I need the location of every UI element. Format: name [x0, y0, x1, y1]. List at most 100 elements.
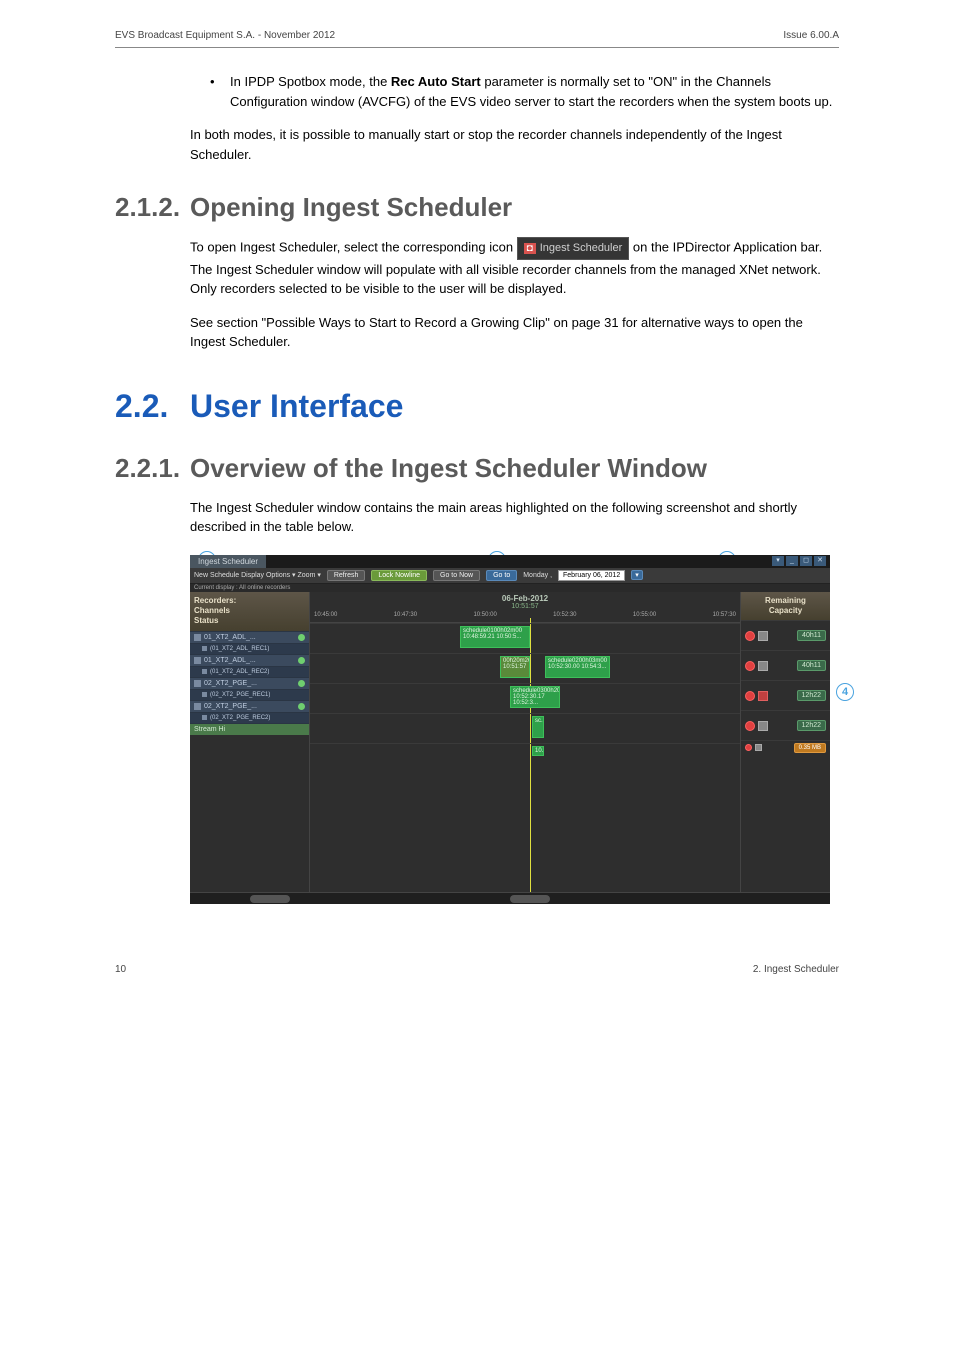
date-picker[interactable]: February 06, 2012	[558, 570, 625, 581]
status-dot-icon	[298, 703, 305, 710]
recorder-name: 02_XT2_PGE_...	[204, 680, 257, 687]
para-modes: In both modes, it is possible to manuall…	[190, 125, 839, 164]
status-dot-icon	[298, 634, 305, 641]
heading-22-num: 2.2.	[115, 388, 190, 425]
header-left: EVS Broadcast Equipment S.A. - November …	[115, 30, 335, 41]
status-dot-icon	[298, 680, 305, 687]
clip-title: schedule0300h20m00	[513, 688, 557, 694]
recorder-row[interactable]: 02_XT2_PGE_...	[190, 677, 309, 689]
recorder-sub-row[interactable]: (01_XT2_ADL_REC1)	[190, 643, 309, 654]
stop-icon[interactable]	[755, 744, 762, 751]
record-glyph-icon: ◘	[524, 243, 536, 254]
toolbar-menu[interactable]: New Schedule Display Options ▾ Zoom ▾	[194, 571, 321, 579]
maximize-button[interactable]: ◻	[800, 556, 812, 566]
stop-icon[interactable]	[758, 721, 768, 731]
clip-time: 10:48:59.21 10:50:5...	[463, 634, 527, 640]
record-icon[interactable]	[745, 631, 755, 641]
goto-now-button[interactable]: Go to Now	[433, 570, 480, 581]
footer-page-num: 10	[115, 964, 126, 975]
stream-row[interactable]: Stream Hi	[190, 723, 309, 735]
page-footer: 10 2. Ingest Scheduler	[115, 964, 839, 975]
recorder-sub-name: (02_XT2_PGE_REC2)	[210, 715, 270, 721]
clip-time: 10:52:30.00 10:54:3...	[548, 664, 607, 670]
ruler-tick: 10:57:30	[713, 612, 736, 618]
record-icon[interactable]	[745, 691, 755, 701]
date-dropdown-icon[interactable]: ▾	[631, 570, 643, 580]
stop-icon[interactable]	[758, 661, 768, 671]
recorder-row[interactable]: 02_XT2_PGE_...	[190, 700, 309, 712]
timeline-panel[interactable]: 06-Feb-2012 10:51:57 10:45:00 10:47:30 1…	[310, 592, 740, 892]
heading-212-title: Opening Ingest Scheduler	[190, 192, 512, 223]
clip-title: 10...	[535, 748, 541, 754]
clip[interactable]: sc...	[532, 716, 544, 738]
refresh-button[interactable]: Refresh	[327, 570, 366, 581]
timeline-track[interactable]: 10...	[310, 743, 740, 757]
capacity-panel: Remaining Capacity 40h11 40h11	[740, 592, 830, 892]
recorder-name: 01_XT2_ADL_...	[204, 657, 256, 664]
goto-button[interactable]: Go to	[486, 570, 517, 581]
bullet-marker: •	[210, 72, 230, 111]
recorder-sub-row[interactable]: (02_XT2_PGE_REC2)	[190, 712, 309, 723]
recorder-row[interactable]: 01_XT2_ADL_...	[190, 654, 309, 666]
bullet-bold: Rec Auto Start	[391, 74, 481, 89]
clip[interactable]: 10...	[532, 746, 544, 756]
timecode: 10:51:57	[310, 603, 740, 610]
timeline-track[interactable]: sc...	[310, 713, 740, 743]
subbar: Current display : All online recorders	[190, 584, 830, 592]
window-tab[interactable]: Ingest Scheduler	[190, 555, 266, 568]
heading-212-num: 2.1.2.	[115, 192, 190, 223]
clip[interactable]: 00h20m26 10:51:57	[500, 656, 530, 678]
scrollbar-thumb[interactable]	[510, 895, 550, 903]
capacity-badge: 12h22	[797, 720, 826, 731]
clip-title: sc...	[535, 718, 541, 724]
header-right: Issue 6.00.A	[783, 30, 839, 41]
capacity-badge: 40h11	[797, 660, 826, 671]
stop-icon[interactable]	[758, 691, 768, 701]
capacity-row: 0.35 MB	[741, 740, 830, 754]
stop-icon[interactable]	[758, 631, 768, 641]
timeline-track[interactable]: schedule0300h20m00 10:52:30.17 10:52:3..…	[310, 683, 740, 713]
ingest-scheduler-icon: ◘Ingest Scheduler	[517, 237, 630, 260]
capacity-row: 12h22	[741, 710, 830, 740]
close-button[interactable]: ✕	[814, 556, 826, 566]
record-icon[interactable]	[745, 744, 752, 751]
recorders-header: Recorders: Channels Status	[190, 592, 309, 631]
record-icon[interactable]	[745, 661, 755, 671]
scrollbar-thumb[interactable]	[250, 895, 290, 903]
ruler-tick: 10:52:30	[553, 612, 576, 618]
date-header: 06-Feb-2012	[310, 592, 740, 603]
recorder-row[interactable]: 01_XT2_ADL_...	[190, 631, 309, 643]
clip[interactable]: schedule0300h20m00 10:52:30.17 10:52:3..…	[510, 686, 560, 708]
capacity-badge: 12h22	[797, 690, 826, 701]
record-icon[interactable]	[745, 721, 755, 731]
recorder-sub-name: (01_XT2_ADL_REC2)	[210, 669, 269, 675]
scrollbar[interactable]	[190, 892, 830, 904]
clip-title: schedule0100h02m00	[463, 628, 527, 634]
lock-nowline-button[interactable]: Lock Nowline	[371, 570, 427, 581]
ruler-tick: 10:50:00	[473, 612, 496, 618]
minimize-button[interactable]: _	[786, 556, 798, 566]
clip[interactable]: schedule0100h02m00 10:48:59.21 10:50:5..…	[460, 626, 530, 648]
day-label: Monday ,	[523, 572, 552, 579]
page-header: EVS Broadcast Equipment S.A. - November …	[115, 30, 839, 47]
clip-title: 00h20m26	[503, 658, 527, 664]
footer-section: 2. Ingest Scheduler	[753, 964, 839, 975]
window-buttons: ▾ _ ◻ ✕	[772, 556, 830, 566]
recorder-sub-row[interactable]: (02_XT2_PGE_REC1)	[190, 689, 309, 700]
capacity-row: 12h22	[741, 680, 830, 710]
timeline-track[interactable]: schedule0100h02m00 10:48:59.21 10:50:5..…	[310, 623, 740, 653]
main-area: Recorders: Channels Status 01_XT2_ADL_..…	[190, 592, 830, 892]
recorders-panel: Recorders: Channels Status 01_XT2_ADL_..…	[190, 592, 310, 892]
recorder-sub-row[interactable]: (01_XT2_ADL_REC2)	[190, 666, 309, 677]
capacity-header: Remaining Capacity	[741, 592, 830, 621]
minimize-panel-button[interactable]: ▾	[772, 556, 784, 566]
clip[interactable]: schedule0200h03m00 10:52:30.00 10:54:3..…	[545, 656, 610, 678]
screenshot-wrap: 2 1 3 4 Ingest Scheduler ▾ _ ◻ ✕ New Sch…	[190, 555, 839, 904]
timeline-track[interactable]: 00h20m26 10:51:57 schedule0200h03m00 10:…	[310, 653, 740, 683]
clip-time: 10:52:30.17 10:52:3...	[513, 694, 557, 706]
status-dot-icon	[298, 657, 305, 664]
header-rule	[115, 47, 839, 48]
heading-221: 2.2.1. Overview of the Ingest Scheduler …	[115, 453, 839, 484]
para-212-1: To open Ingest Scheduler, select the cor…	[190, 237, 839, 299]
heading-221-num: 2.2.1.	[115, 453, 190, 484]
